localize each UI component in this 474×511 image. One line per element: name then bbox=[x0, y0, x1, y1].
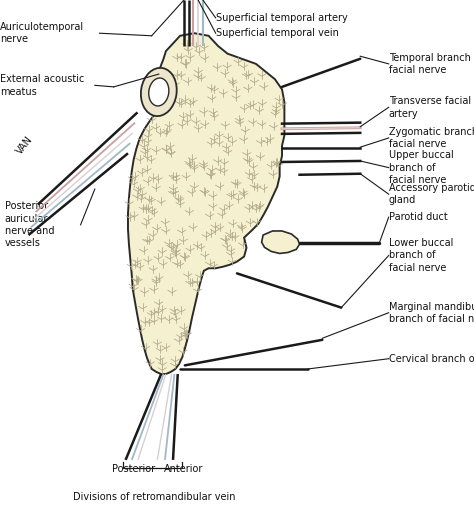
Text: Upper buccal
branch of
facial nerve: Upper buccal branch of facial nerve bbox=[389, 150, 454, 185]
Ellipse shape bbox=[149, 78, 169, 106]
Text: Anterior: Anterior bbox=[164, 464, 204, 474]
Ellipse shape bbox=[141, 68, 177, 116]
Text: Cervical branch of facial nerve: Cervical branch of facial nerve bbox=[389, 354, 474, 364]
Text: Transverse facial
artery: Transverse facial artery bbox=[389, 96, 471, 119]
Polygon shape bbox=[262, 231, 300, 253]
Text: VAN: VAN bbox=[14, 135, 35, 156]
Text: Temporal branch of
facial nerve: Temporal branch of facial nerve bbox=[389, 53, 474, 75]
Text: External acoustic
meatus: External acoustic meatus bbox=[0, 74, 84, 97]
Text: Superficial temporal vein: Superficial temporal vein bbox=[216, 28, 338, 38]
Text: Posterior
auricular
nerve and
vessels: Posterior auricular nerve and vessels bbox=[5, 201, 54, 248]
Text: Superficial temporal artery: Superficial temporal artery bbox=[216, 13, 347, 23]
Text: Marginal mandibular
branch of facial nerve: Marginal mandibular branch of facial ner… bbox=[389, 301, 474, 324]
Text: Accessory parotid
gland: Accessory parotid gland bbox=[389, 183, 474, 205]
Text: Divisions of retromandibular vein: Divisions of retromandibular vein bbox=[73, 492, 235, 502]
Text: Zygomatic branch of
facial nerve: Zygomatic branch of facial nerve bbox=[389, 127, 474, 149]
Text: Posterior: Posterior bbox=[112, 464, 155, 474]
Text: Auriculotemporal
nerve: Auriculotemporal nerve bbox=[0, 22, 84, 44]
Polygon shape bbox=[128, 33, 284, 374]
Text: Parotid duct: Parotid duct bbox=[389, 212, 447, 222]
Text: Lower buccal
branch of
facial nerve: Lower buccal branch of facial nerve bbox=[389, 238, 453, 273]
